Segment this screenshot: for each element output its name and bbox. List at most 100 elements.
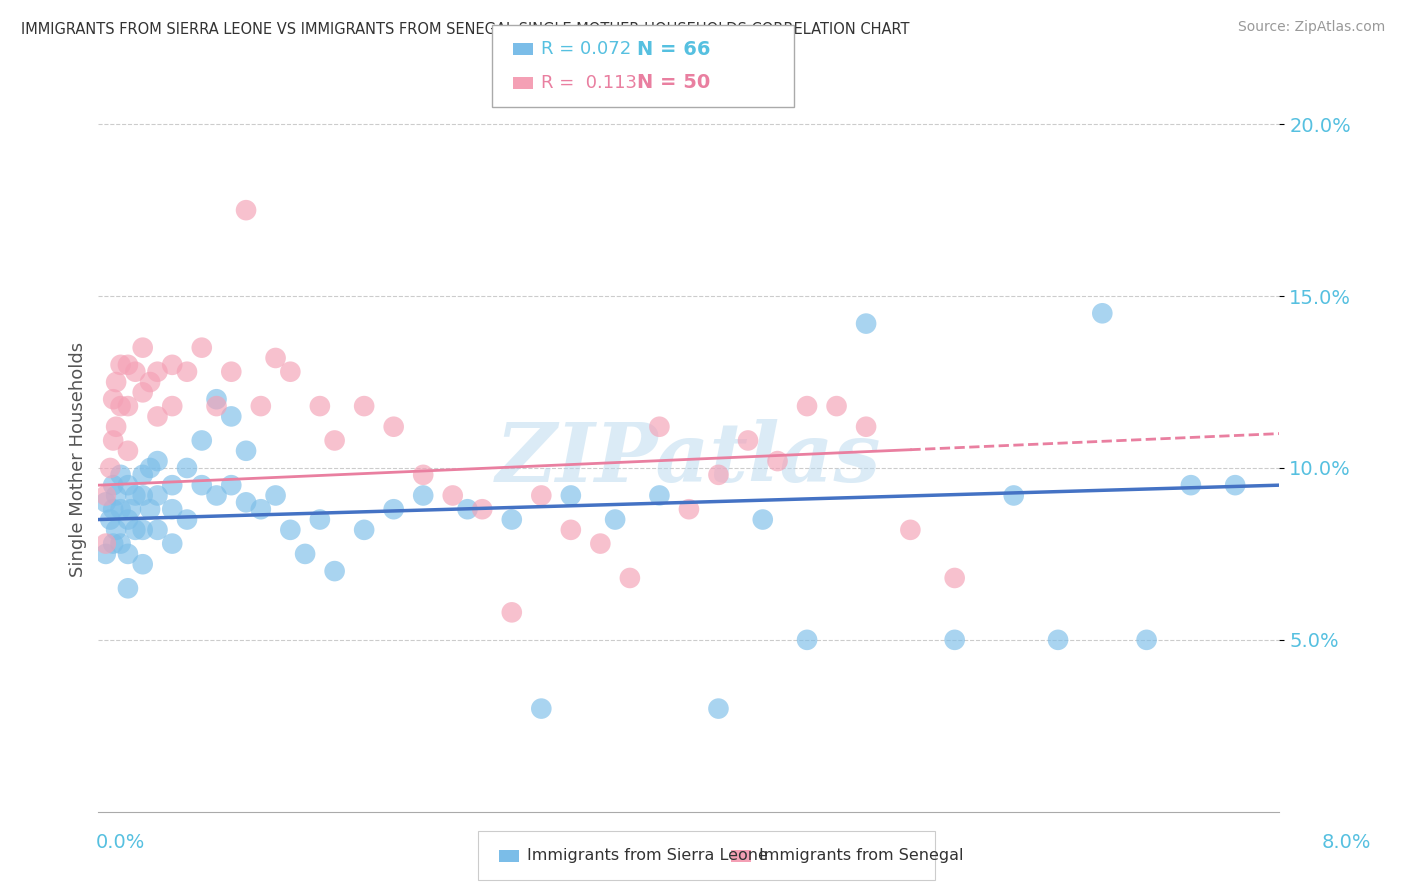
- Point: [221, 365, 243, 379]
- Point: [737, 434, 759, 448]
- Point: [146, 523, 169, 537]
- Point: [103, 392, 125, 407]
- Point: [309, 512, 332, 526]
- Point: [900, 523, 922, 537]
- Point: [191, 434, 214, 448]
- Point: [560, 488, 582, 502]
- Point: [139, 375, 162, 389]
- Point: [98, 512, 121, 526]
- Point: [103, 434, 125, 448]
- Text: N = 66: N = 66: [637, 39, 710, 59]
- Point: [162, 358, 183, 372]
- Point: [589, 536, 612, 550]
- Point: [382, 419, 405, 434]
- Point: [98, 461, 121, 475]
- Point: [530, 701, 553, 715]
- Point: [412, 488, 434, 502]
- Point: [103, 536, 125, 550]
- Point: [766, 454, 789, 468]
- Point: [205, 392, 228, 407]
- Point: [353, 523, 375, 537]
- Point: [110, 502, 132, 516]
- Point: [110, 358, 132, 372]
- Point: [146, 365, 169, 379]
- Point: [132, 385, 155, 400]
- Point: [132, 558, 155, 572]
- Point: [323, 564, 346, 578]
- Text: R = 0.072: R = 0.072: [541, 40, 631, 58]
- Point: [117, 582, 139, 596]
- Point: [501, 605, 523, 619]
- Text: Immigrants from Sierra Leone: Immigrants from Sierra Leone: [527, 848, 768, 863]
- Point: [1136, 632, 1159, 647]
- Point: [94, 488, 117, 502]
- Point: [176, 512, 198, 526]
- Point: [1002, 488, 1025, 502]
- Point: [457, 502, 479, 516]
- Point: [146, 454, 169, 468]
- Point: [139, 502, 162, 516]
- Point: [825, 399, 848, 413]
- Point: [235, 203, 257, 218]
- Point: [648, 419, 671, 434]
- Point: [110, 467, 132, 482]
- Point: [382, 502, 405, 516]
- Point: [132, 523, 155, 537]
- Point: [221, 478, 243, 492]
- Point: [752, 512, 775, 526]
- Point: [176, 365, 198, 379]
- Point: [707, 701, 730, 715]
- Point: [105, 419, 128, 434]
- Point: [124, 365, 146, 379]
- Point: [117, 358, 139, 372]
- Point: [110, 399, 132, 413]
- Point: [1046, 632, 1070, 647]
- Point: [105, 375, 128, 389]
- Point: [191, 341, 214, 355]
- Point: [707, 467, 730, 482]
- Point: [105, 523, 128, 537]
- Point: [103, 478, 125, 492]
- Point: [205, 399, 228, 413]
- Point: [250, 502, 273, 516]
- Text: 0.0%: 0.0%: [96, 833, 145, 853]
- Point: [855, 317, 877, 331]
- Point: [648, 488, 671, 502]
- Point: [855, 419, 877, 434]
- Point: [162, 502, 183, 516]
- Text: R =  0.113: R = 0.113: [541, 74, 637, 92]
- Point: [191, 478, 214, 492]
- Point: [132, 488, 155, 502]
- Text: 8.0%: 8.0%: [1322, 833, 1371, 853]
- Point: [605, 512, 627, 526]
- Point: [353, 399, 375, 413]
- Point: [943, 571, 966, 585]
- Text: Immigrants from Senegal: Immigrants from Senegal: [759, 848, 963, 863]
- Text: Source: ZipAtlas.com: Source: ZipAtlas.com: [1237, 20, 1385, 34]
- Point: [441, 488, 464, 502]
- Point: [117, 399, 139, 413]
- Point: [176, 461, 198, 475]
- Point: [796, 399, 818, 413]
- Point: [280, 523, 302, 537]
- Point: [94, 495, 117, 509]
- Point: [120, 502, 142, 516]
- Point: [796, 632, 818, 647]
- Point: [501, 512, 523, 526]
- Point: [235, 443, 257, 458]
- Point: [1180, 478, 1202, 492]
- Point: [105, 488, 128, 502]
- Point: [117, 547, 139, 561]
- Point: [221, 409, 243, 424]
- Point: [560, 523, 582, 537]
- Point: [162, 399, 183, 413]
- Text: N = 50: N = 50: [637, 73, 710, 93]
- Point: [678, 502, 700, 516]
- Point: [1091, 306, 1114, 320]
- Point: [146, 409, 169, 424]
- Point: [235, 495, 257, 509]
- Point: [162, 536, 183, 550]
- Point: [943, 632, 966, 647]
- Point: [530, 488, 553, 502]
- Point: [110, 536, 132, 550]
